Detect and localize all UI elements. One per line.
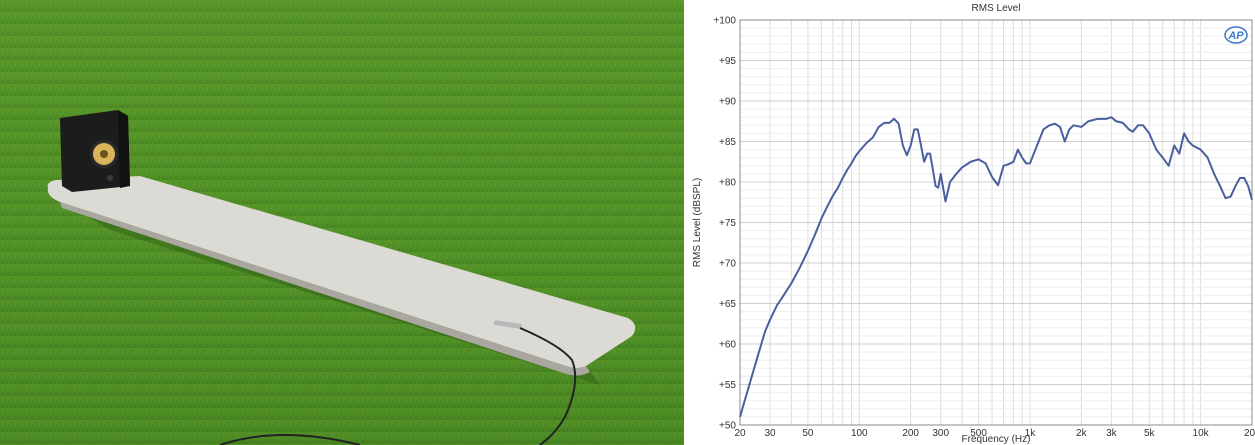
x-tick-labels: 20 30 50 100 200 300 500 1k 2k 3k 5k 10k 20k — [734, 428, 1255, 439]
x-tick-label: 20 — [734, 428, 746, 439]
x-tick-label: 10k — [1193, 428, 1210, 439]
x-tick-label: 300 — [932, 428, 949, 439]
y-axis-title: RMS Level (dBSPL) — [692, 178, 703, 267]
x-axis-title: Frequency (Hz) — [962, 434, 1031, 445]
x-tick-label: 100 — [851, 428, 868, 439]
y-tick-label: +85 — [719, 137, 736, 148]
y-tick-label: +100 — [713, 16, 736, 27]
x-tick-label: 3k — [1106, 428, 1118, 439]
x-tick-label: 200 — [902, 428, 919, 439]
ap-logo: AP — [1224, 26, 1248, 44]
x-tick-label: 2k — [1076, 428, 1088, 439]
chart-title: RMS Level — [972, 3, 1021, 14]
y-tick-label: +65 — [719, 299, 736, 310]
y-tick-label: +50 — [719, 421, 736, 432]
measurement-board — [47, 176, 636, 376]
x-tick-label: 500 — [970, 428, 987, 439]
x-tick-label: 50 — [802, 428, 814, 439]
y-tick-label: +60 — [719, 340, 736, 351]
plot-frame — [739, 19, 1253, 426]
y-tick-label: +80 — [719, 178, 736, 189]
x-tick-label: 20k — [1244, 428, 1255, 439]
y-tick-label: +75 — [719, 218, 736, 229]
y-tick-label: +95 — [719, 56, 736, 67]
loudspeaker-photo — [0, 0, 684, 445]
y-tick-labels: +50 +55 +60 +65 +70 +75 +80 +85 +90 +95 +100 — [713, 16, 736, 432]
x-tick-label: 1k — [1025, 428, 1037, 439]
chart-series — [739, 116, 1253, 418]
y-tick-label: +90 — [719, 97, 736, 108]
x-tick-label: 5k — [1144, 428, 1156, 439]
y-tick-label: +70 — [719, 259, 736, 270]
series-line — [739, 116, 1253, 418]
chart-gridlines — [739, 19, 1253, 426]
microphone — [219, 320, 577, 445]
x-tick-label: 30 — [764, 428, 776, 439]
ap-logo-text: AP — [1227, 30, 1244, 42]
speaker-cabinet — [60, 110, 130, 192]
rms-level-chart: 2030501002003005001k2k3k5k10k20k +50+55+… — [686, 0, 1255, 445]
y-tick-label: +55 — [719, 380, 736, 391]
